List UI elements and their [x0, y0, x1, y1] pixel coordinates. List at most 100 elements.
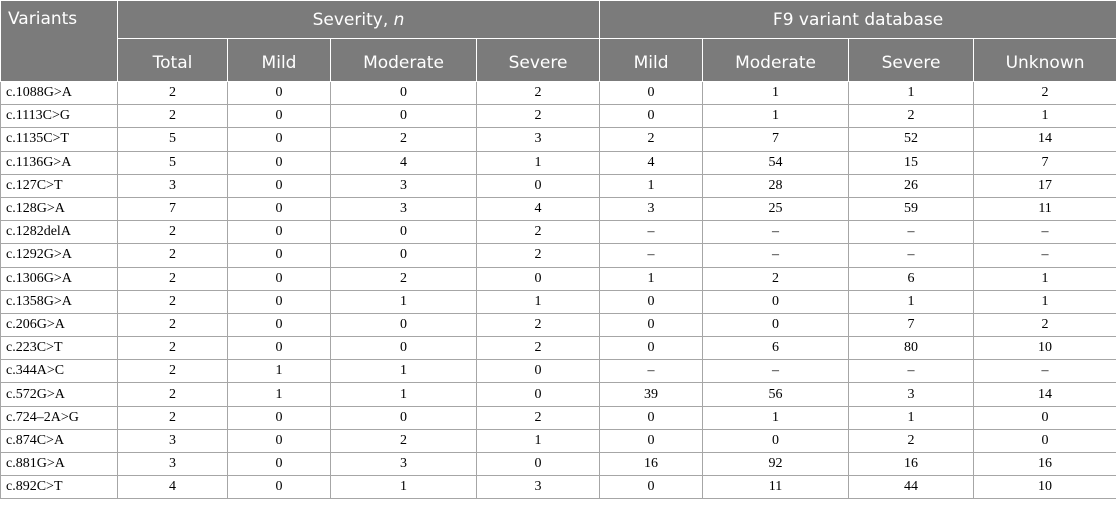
cell-variant: c.1292G>A: [0, 243, 118, 268]
cell-db-severe: 1: [848, 405, 975, 430]
cell-severity-severe: 2: [475, 312, 601, 338]
table-row: c.128G>A 7 0 3 4 3 25 59 11: [0, 196, 1116, 222]
cell-db-severe: 26: [848, 173, 975, 198]
cell-db-moderate: 6: [702, 336, 850, 361]
cell-severity-moderate: 2: [330, 428, 477, 454]
cell-severity-severe: 2: [475, 104, 601, 129]
cell-severity-moderate: 0: [330, 312, 477, 338]
table-row: c.1358G>A 2 0 1 1 0 0 1 1: [0, 289, 1116, 314]
cell-db-unknown: 14: [973, 382, 1116, 407]
cell-db-mild: 0: [599, 336, 704, 361]
cell-variant: c.1358G>A: [0, 289, 118, 314]
cell-severity-moderate: 0: [330, 80, 477, 106]
cell-db-mild: 0: [599, 405, 704, 430]
subheader-severity-moderate: Moderate: [330, 38, 477, 82]
cell-db-moderate: –: [702, 359, 850, 384]
cell-severity-moderate: 3: [330, 173, 477, 198]
cell-total: 2: [117, 243, 228, 268]
cell-total: 5: [117, 127, 228, 152]
cell-variant: c.1135C>T: [0, 127, 118, 152]
table-row: c.1306G>A 2 0 2 0 1 2 6 1: [0, 266, 1116, 291]
cell-variant: c.206G>A: [0, 312, 118, 338]
cell-db-unknown: 1: [973, 104, 1116, 129]
cell-severity-mild: 0: [227, 428, 331, 454]
cell-severity-moderate: 3: [330, 196, 477, 222]
cell-db-moderate: –: [702, 220, 850, 245]
cell-db-severe: 7: [848, 312, 975, 338]
table-row: c.127C>T 3 0 3 0 1 28 26 17: [0, 173, 1116, 198]
cell-variant: c.1306G>A: [0, 266, 118, 291]
severity-group-label-n: n: [393, 9, 405, 30]
table-row: c.724–2A>G 2 0 0 2 0 1 1 0: [0, 405, 1116, 430]
cell-db-unknown: 2: [973, 80, 1116, 106]
cell-db-mild: –: [599, 220, 704, 245]
subheader-severity-mild: Mild: [227, 38, 331, 82]
cell-severity-moderate: 2: [330, 127, 477, 152]
cell-db-severe: –: [848, 243, 975, 268]
cell-db-mild: 0: [599, 428, 704, 454]
cell-db-severe: 1: [848, 289, 975, 314]
cell-db-severe: 52: [848, 127, 975, 152]
cell-db-unknown: 16: [973, 451, 1116, 477]
cell-db-moderate: 1: [702, 80, 850, 106]
cell-total: 2: [117, 312, 228, 338]
cell-db-unknown: 0: [973, 405, 1116, 430]
cell-db-mild: 3: [599, 196, 704, 222]
cell-db-severe: 2: [848, 104, 975, 129]
cell-db-mild: 1: [599, 266, 704, 291]
cell-db-mild: 39: [599, 382, 704, 407]
cell-db-severe: –: [848, 220, 975, 245]
cell-variant: c.1088G>A: [0, 80, 118, 106]
cell-db-moderate: –: [702, 243, 850, 268]
cell-severity-severe: 2: [475, 220, 601, 245]
cell-total: 2: [117, 266, 228, 291]
cell-total: 2: [117, 220, 228, 245]
cell-severity-mild: 0: [227, 451, 331, 477]
cell-severity-moderate: 2: [330, 266, 477, 291]
cell-severity-moderate: 0: [330, 220, 477, 245]
cell-db-moderate: 0: [702, 428, 850, 454]
cell-db-moderate: 92: [702, 451, 850, 477]
cell-db-unknown: 1: [973, 266, 1116, 291]
subheader-db-mild: Mild: [599, 38, 704, 82]
cell-db-severe: –: [848, 359, 975, 384]
cell-total: 2: [117, 405, 228, 430]
cell-db-severe: 6: [848, 266, 975, 291]
cell-db-severe: 16: [848, 451, 975, 477]
cell-db-mild: 0: [599, 289, 704, 314]
cell-db-unknown: 0: [973, 428, 1116, 454]
variant-severity-table: Variants Severity, n F9 variant database…: [0, 0, 1116, 500]
cell-severity-moderate: 1: [330, 475, 477, 500]
cell-severity-mild: 0: [227, 475, 331, 500]
cell-total: 3: [117, 428, 228, 454]
cell-db-moderate: 7: [702, 127, 850, 152]
table-row: c.344A>C 2 1 1 0– – – –: [0, 359, 1116, 384]
cell-severity-mild: 1: [227, 359, 331, 384]
cell-db-mild: –: [599, 243, 704, 268]
cell-db-severe: 59: [848, 196, 975, 222]
cell-db-unknown: 11: [973, 196, 1116, 222]
cell-severity-moderate: 1: [330, 289, 477, 314]
cell-variant: c.223C>T: [0, 336, 118, 361]
cell-db-severe: 3: [848, 382, 975, 407]
subheader-db-severe: Severe: [848, 38, 975, 82]
cell-db-moderate: 0: [702, 312, 850, 338]
cell-severity-mild: 0: [227, 196, 331, 222]
cell-severity-severe: 2: [475, 336, 601, 361]
cell-variant: c.874C>A: [0, 428, 118, 454]
table-row: c.1088G>A 2 0 0 2 0 1 1 2: [0, 80, 1116, 106]
cell-total: 3: [117, 173, 228, 198]
cell-db-mild: 0: [599, 312, 704, 338]
cell-variant: c.572G>A: [0, 382, 118, 407]
cell-total: 2: [117, 336, 228, 361]
cell-total: 3: [117, 451, 228, 477]
cell-severity-mild: 0: [227, 220, 331, 245]
variants-column-header: Variants: [0, 0, 118, 82]
cell-variant: c.892C>T: [0, 475, 118, 500]
cell-severity-severe: 1: [475, 150, 601, 175]
cell-db-unknown: 17: [973, 173, 1116, 198]
cell-severity-severe: 1: [475, 289, 601, 314]
cell-total: 7: [117, 196, 228, 222]
cell-db-moderate: 1: [702, 405, 850, 430]
subheader-total: Total: [117, 38, 228, 82]
